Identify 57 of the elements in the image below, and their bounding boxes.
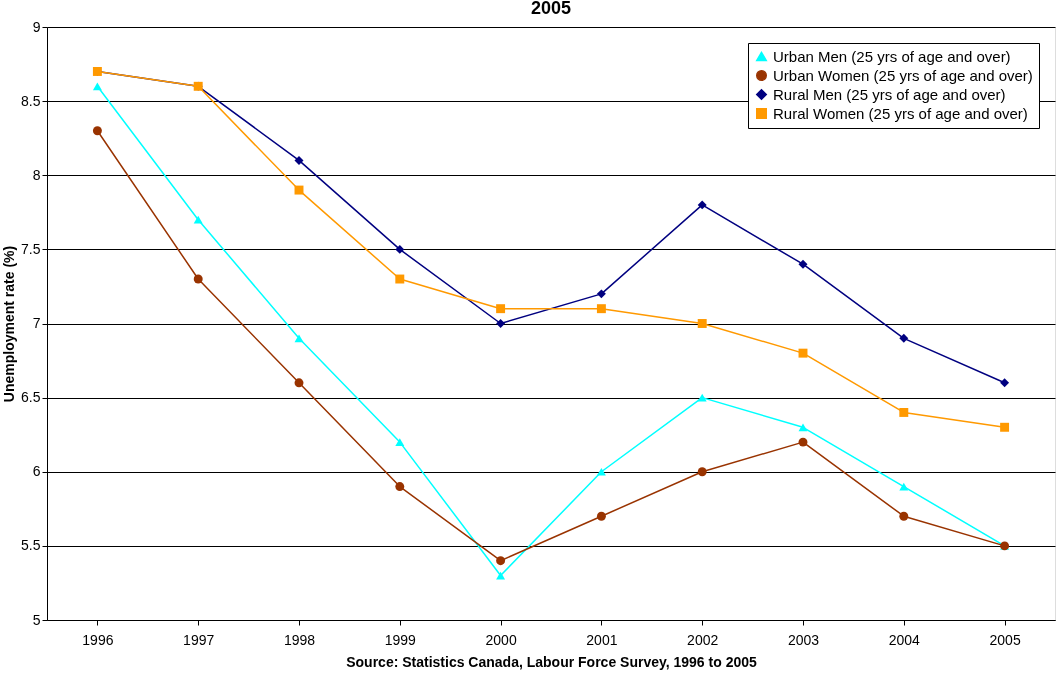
- point: [496, 304, 506, 314]
- point: [697, 319, 707, 328]
- y-tick-label: 8: [32, 166, 41, 183]
- point: [92, 82, 102, 91]
- point: [596, 304, 606, 314]
- x-tick-label: 1998: [283, 631, 316, 648]
- legend-label: Rural Men (25 yrs of age and over): [773, 85, 1006, 103]
- point: [395, 274, 405, 284]
- x-tick-label: 1996: [82, 631, 114, 648]
- point: [697, 200, 707, 210]
- y-tick-label: 8.5: [21, 92, 41, 109]
- chart-title: 2005: [530, 0, 572, 18]
- point: [395, 244, 405, 254]
- point: [193, 274, 203, 284]
- x-tick-label: 2002: [687, 631, 719, 648]
- x-tick-label: 2005: [989, 631, 1021, 648]
- y-tick-label: 5.5: [21, 537, 41, 554]
- x-tick-label: 1997: [183, 631, 215, 648]
- x-tick-label: 1999: [384, 631, 417, 648]
- point: [294, 334, 304, 343]
- point: [697, 467, 707, 477]
- point: [899, 511, 909, 521]
- y-tick-label: 5: [32, 611, 41, 628]
- legend-label: Urban Men (25 yrs of age and over): [773, 47, 1011, 65]
- x-tick-label: 2003: [787, 631, 820, 648]
- point: [294, 378, 304, 388]
- y-tick-label: 7.5: [21, 240, 41, 257]
- point: [899, 333, 909, 343]
- y-tick-label: 6.5: [21, 389, 41, 406]
- point: [92, 126, 102, 136]
- y-tick-label: 6: [32, 463, 41, 480]
- x-tick-label: 2001: [586, 631, 618, 648]
- legend-label: Urban Women (25 yrs of age and over): [773, 66, 1033, 84]
- point: [798, 348, 808, 358]
- y-tick-label: 7: [32, 315, 41, 331]
- point: [596, 467, 606, 476]
- point: [596, 511, 606, 521]
- point: [798, 437, 808, 447]
- point: [294, 155, 304, 165]
- x-tick-label: 2000: [485, 631, 517, 648]
- point: [1000, 422, 1010, 432]
- point: [496, 319, 506, 328]
- y-tick-label: 9: [32, 18, 41, 35]
- x-tick-label: 2004: [888, 631, 921, 648]
- point: [899, 407, 909, 417]
- point: [193, 215, 203, 224]
- point: [395, 438, 405, 446]
- y-axis-title: Unemployment rate (%): [1, 245, 18, 403]
- point: [798, 423, 808, 432]
- point: [294, 185, 304, 195]
- legend-label: Rural Women (25 yrs of age and over): [773, 104, 1028, 122]
- point: [496, 556, 506, 566]
- point: [395, 482, 405, 492]
- point: [596, 289, 606, 299]
- point: [798, 259, 808, 269]
- source-note: Source: Statistics Canada, Labour Force Survey, 1996 to 2005: [346, 653, 757, 670]
- point: [1000, 378, 1010, 388]
